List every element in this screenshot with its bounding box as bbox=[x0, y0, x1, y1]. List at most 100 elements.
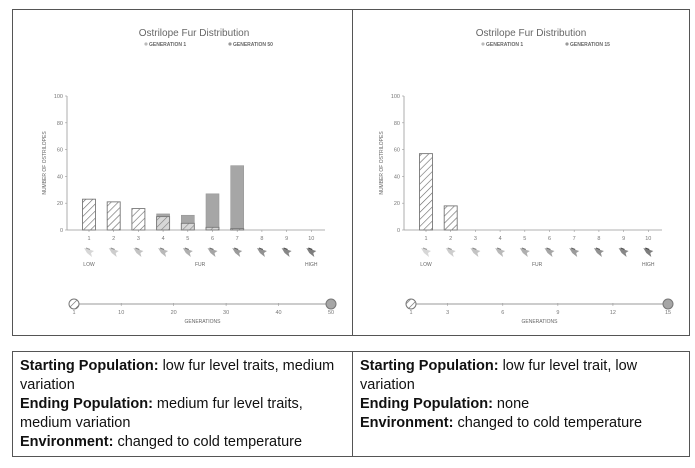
fur-level-icon bbox=[256, 247, 267, 257]
fur-distribution-chart: Ostrilope Fur Distribution GENERATION 1 GE… bbox=[379, 28, 674, 325]
fur-level-icon bbox=[306, 247, 317, 257]
generation-start-handle[interactable] bbox=[68, 298, 80, 310]
environment-text: changed to cold temperature bbox=[113, 434, 303, 450]
generation-tick-label: 12 bbox=[610, 310, 616, 316]
generation-tick-label: 15 bbox=[665, 310, 671, 316]
generation-tick-label: 3 bbox=[446, 310, 449, 316]
fur-level-icon bbox=[232, 247, 243, 257]
x-tick-label: 3 bbox=[474, 236, 477, 242]
bar-generation-1 bbox=[156, 216, 171, 231]
fur-level-icon bbox=[133, 247, 144, 257]
x-tick-label: 2 bbox=[449, 236, 452, 242]
x-tick-label: 7 bbox=[573, 236, 576, 242]
generation-tick-label: 9 bbox=[556, 310, 559, 316]
y-tick-label: 20 bbox=[57, 201, 63, 207]
fur-level-icon bbox=[207, 247, 218, 257]
x-tick-label: 8 bbox=[597, 236, 600, 242]
generation-end-handle[interactable] bbox=[325, 298, 337, 310]
x-tick-label: 4 bbox=[162, 236, 165, 242]
fur-level-icon bbox=[643, 247, 654, 257]
environment-label: Environment: bbox=[360, 415, 454, 431]
x-tick-label: 6 bbox=[211, 236, 214, 242]
x-tick-label: 7 bbox=[236, 236, 239, 242]
y-tick-label: 100 bbox=[54, 94, 63, 100]
fur-level-icon bbox=[421, 247, 431, 257]
legend-item: GENERATION 1 bbox=[149, 42, 186, 48]
starting-population-label: Starting Population: bbox=[20, 358, 159, 374]
fur-level-icon bbox=[108, 247, 119, 257]
fur-level-icon bbox=[618, 247, 629, 257]
generation-tick-label: 1 bbox=[72, 310, 75, 316]
x-tick-label: 8 bbox=[260, 236, 263, 242]
generation-tick-label: 6 bbox=[501, 310, 504, 316]
x-tick-label: 3 bbox=[137, 236, 140, 242]
chart-panel-generation-50: Ostrilope Fur Distribution GENERATION 1 GE… bbox=[13, 10, 352, 335]
x-high-label: HIGH bbox=[642, 262, 655, 268]
fur-level-icon bbox=[569, 247, 580, 257]
chart-title: Ostrilope Fur Distribution bbox=[139, 28, 250, 39]
x-tick-label: 10 bbox=[645, 236, 651, 242]
y-tick-label: 40 bbox=[394, 174, 400, 180]
fur-level-icon bbox=[158, 247, 169, 257]
chart-title: Ostrilope Fur Distribution bbox=[476, 28, 587, 39]
x-tick-label: 9 bbox=[285, 236, 288, 242]
x-tick-label: 6 bbox=[548, 236, 551, 242]
y-tick-label: 20 bbox=[394, 201, 400, 207]
legend-item: GENERATION 50 bbox=[233, 42, 273, 48]
y-tick-label: 60 bbox=[394, 148, 400, 154]
descriptions-container: Starting Population: low fur level trait… bbox=[12, 351, 690, 457]
description-divider bbox=[352, 352, 353, 456]
generations-label: GENERATIONS bbox=[184, 319, 221, 325]
bar-generation-1 bbox=[180, 222, 195, 231]
generation-tick-label: 50 bbox=[328, 310, 334, 316]
generation-tick-label: 30 bbox=[223, 310, 229, 316]
bar-generation-1 bbox=[106, 201, 121, 231]
starting-population-text: low fur level traits, medium variation bbox=[20, 358, 335, 393]
x-high-label: HIGH bbox=[305, 262, 318, 268]
environment-label: Environment: bbox=[20, 434, 114, 450]
fur-level-icon bbox=[544, 247, 555, 257]
x-axis-label: FUR bbox=[195, 262, 206, 268]
x-tick-label: 5 bbox=[186, 236, 189, 242]
y-tick-label: 0 bbox=[60, 228, 63, 234]
generations-label: GENERATIONS bbox=[521, 319, 558, 325]
generation-tick-label: 10 bbox=[118, 310, 124, 316]
fur-distribution-chart: Ostrilope Fur Distribution GENERATION 1 GE… bbox=[42, 28, 337, 325]
fur-level-icon bbox=[84, 247, 94, 257]
y-tick-label: 80 bbox=[394, 121, 400, 127]
bar-generation-1 bbox=[205, 226, 220, 231]
generation-tick-label: 1 bbox=[409, 310, 412, 316]
bar-generation-1 bbox=[131, 208, 146, 231]
fur-level-icon bbox=[495, 247, 506, 257]
bar-generation-1 bbox=[82, 198, 96, 231]
legend-marker-gen1 bbox=[144, 42, 148, 46]
ending-population-label: Ending Population: bbox=[20, 396, 153, 412]
x-tick-label: 10 bbox=[308, 236, 314, 242]
legend-marker-gen-end bbox=[228, 42, 232, 46]
generation-start-handle[interactable] bbox=[405, 298, 417, 310]
panel-divider bbox=[352, 10, 353, 335]
x-tick-label: 4 bbox=[499, 236, 502, 242]
bar-generation-end bbox=[230, 165, 244, 231]
y-tick-label: 80 bbox=[57, 121, 63, 127]
legend-item: GENERATION 1 bbox=[486, 42, 523, 48]
ending-population-text: none bbox=[492, 396, 530, 412]
generation-end-handle[interactable] bbox=[662, 298, 674, 310]
x-tick-label: 1 bbox=[424, 236, 427, 242]
fur-level-icon bbox=[470, 247, 481, 257]
ending-population-text: medium fur level traits, medium variatio… bbox=[20, 396, 303, 431]
x-tick-label: 5 bbox=[523, 236, 526, 242]
y-tick-label: 40 bbox=[57, 174, 63, 180]
y-tick-label: 60 bbox=[57, 148, 63, 154]
fur-level-icon bbox=[593, 247, 604, 257]
environment-text: changed to cold temperature bbox=[453, 415, 643, 431]
fur-level-icon bbox=[281, 247, 292, 257]
description-left: Starting Population: low fur level trait… bbox=[20, 357, 340, 452]
y-tick-label: 100 bbox=[391, 94, 400, 100]
generation-tick-label: 20 bbox=[171, 310, 177, 316]
legend-item: GENERATION 15 bbox=[570, 42, 610, 48]
y-axis-label: NUMBER OF OSTRILOPES bbox=[42, 131, 48, 195]
x-low-label: LOW bbox=[83, 262, 95, 268]
legend-marker-gen1 bbox=[481, 42, 485, 46]
starting-population-label: Starting Population: bbox=[360, 358, 499, 374]
